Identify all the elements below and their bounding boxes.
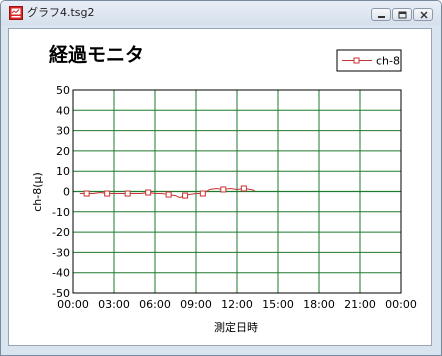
chart-panel: 00:00 03:00 06:00 09:00 12:00 15:00 18:00 21:00… xyxy=(8,28,432,346)
data-point xyxy=(104,190,111,197)
axes-layer xyxy=(72,89,402,294)
x-tick-label: 03:00 xyxy=(98,298,130,311)
x-axis-label: 測定日時 xyxy=(214,320,258,334)
data-point xyxy=(165,191,172,198)
y-tick-label: 10 xyxy=(56,165,70,178)
close-icon xyxy=(420,11,428,19)
x-tick-label: 15:00 xyxy=(262,298,294,311)
grid-layer xyxy=(73,90,401,293)
x-tick-label: 18:00 xyxy=(303,298,335,311)
y-tick-label: -10 xyxy=(52,206,70,219)
y-tick-label: 20 xyxy=(56,145,70,158)
y-tick-label: -50 xyxy=(52,287,70,300)
y-axis-label: ch-8(μ) xyxy=(31,172,44,212)
data-point xyxy=(240,185,247,192)
data-point xyxy=(83,190,90,197)
y-tick-label: -30 xyxy=(52,246,70,259)
title-bar[interactable]: グラフ4.tsg2 xyxy=(1,1,441,25)
ticks-layer: 00:00 03:00 06:00 09:00 12:00 15:00 18:00 21:00… xyxy=(52,84,417,311)
app-chart-icon xyxy=(9,6,23,20)
x-tick-label: 00:00 xyxy=(57,298,89,311)
chart-title: 経過モニタ xyxy=(49,43,144,66)
data-point xyxy=(182,192,189,199)
y-tick-label: -40 xyxy=(52,267,70,280)
data-point xyxy=(199,190,206,197)
chart: 00:00 03:00 06:00 09:00 12:00 15:00 18:00 21:00… xyxy=(31,43,417,334)
y-tick-label: 50 xyxy=(56,84,70,97)
series-line-ch-8 xyxy=(79,187,255,199)
legend-label: ch-8 xyxy=(376,55,400,68)
series-layer xyxy=(79,185,255,199)
legend-marker xyxy=(353,57,360,64)
close-button[interactable] xyxy=(413,8,433,21)
data-point xyxy=(124,190,131,197)
maximize-icon xyxy=(398,11,407,19)
x-tick-label: 21:00 xyxy=(344,298,376,311)
data-point xyxy=(220,186,227,193)
y-tick-label: 30 xyxy=(56,125,70,138)
x-tick-label: 12:00 xyxy=(221,298,253,311)
data-point xyxy=(145,189,152,196)
y-tick-label: 0 xyxy=(63,186,70,199)
x-tick-label: 00:00 xyxy=(385,298,417,311)
maximize-button[interactable] xyxy=(392,8,412,21)
x-tick-label: 06:00 xyxy=(139,298,171,311)
y-tick-label: -20 xyxy=(52,226,70,239)
y-tick-label: 40 xyxy=(56,104,70,117)
plot-frame xyxy=(72,89,402,294)
x-tick-label: 09:00 xyxy=(180,298,212,311)
window-title: グラフ4.tsg2 xyxy=(27,6,95,19)
legend: ch-8 xyxy=(336,49,402,72)
minimize-button[interactable] xyxy=(371,8,391,21)
minimize-icon xyxy=(378,16,385,18)
